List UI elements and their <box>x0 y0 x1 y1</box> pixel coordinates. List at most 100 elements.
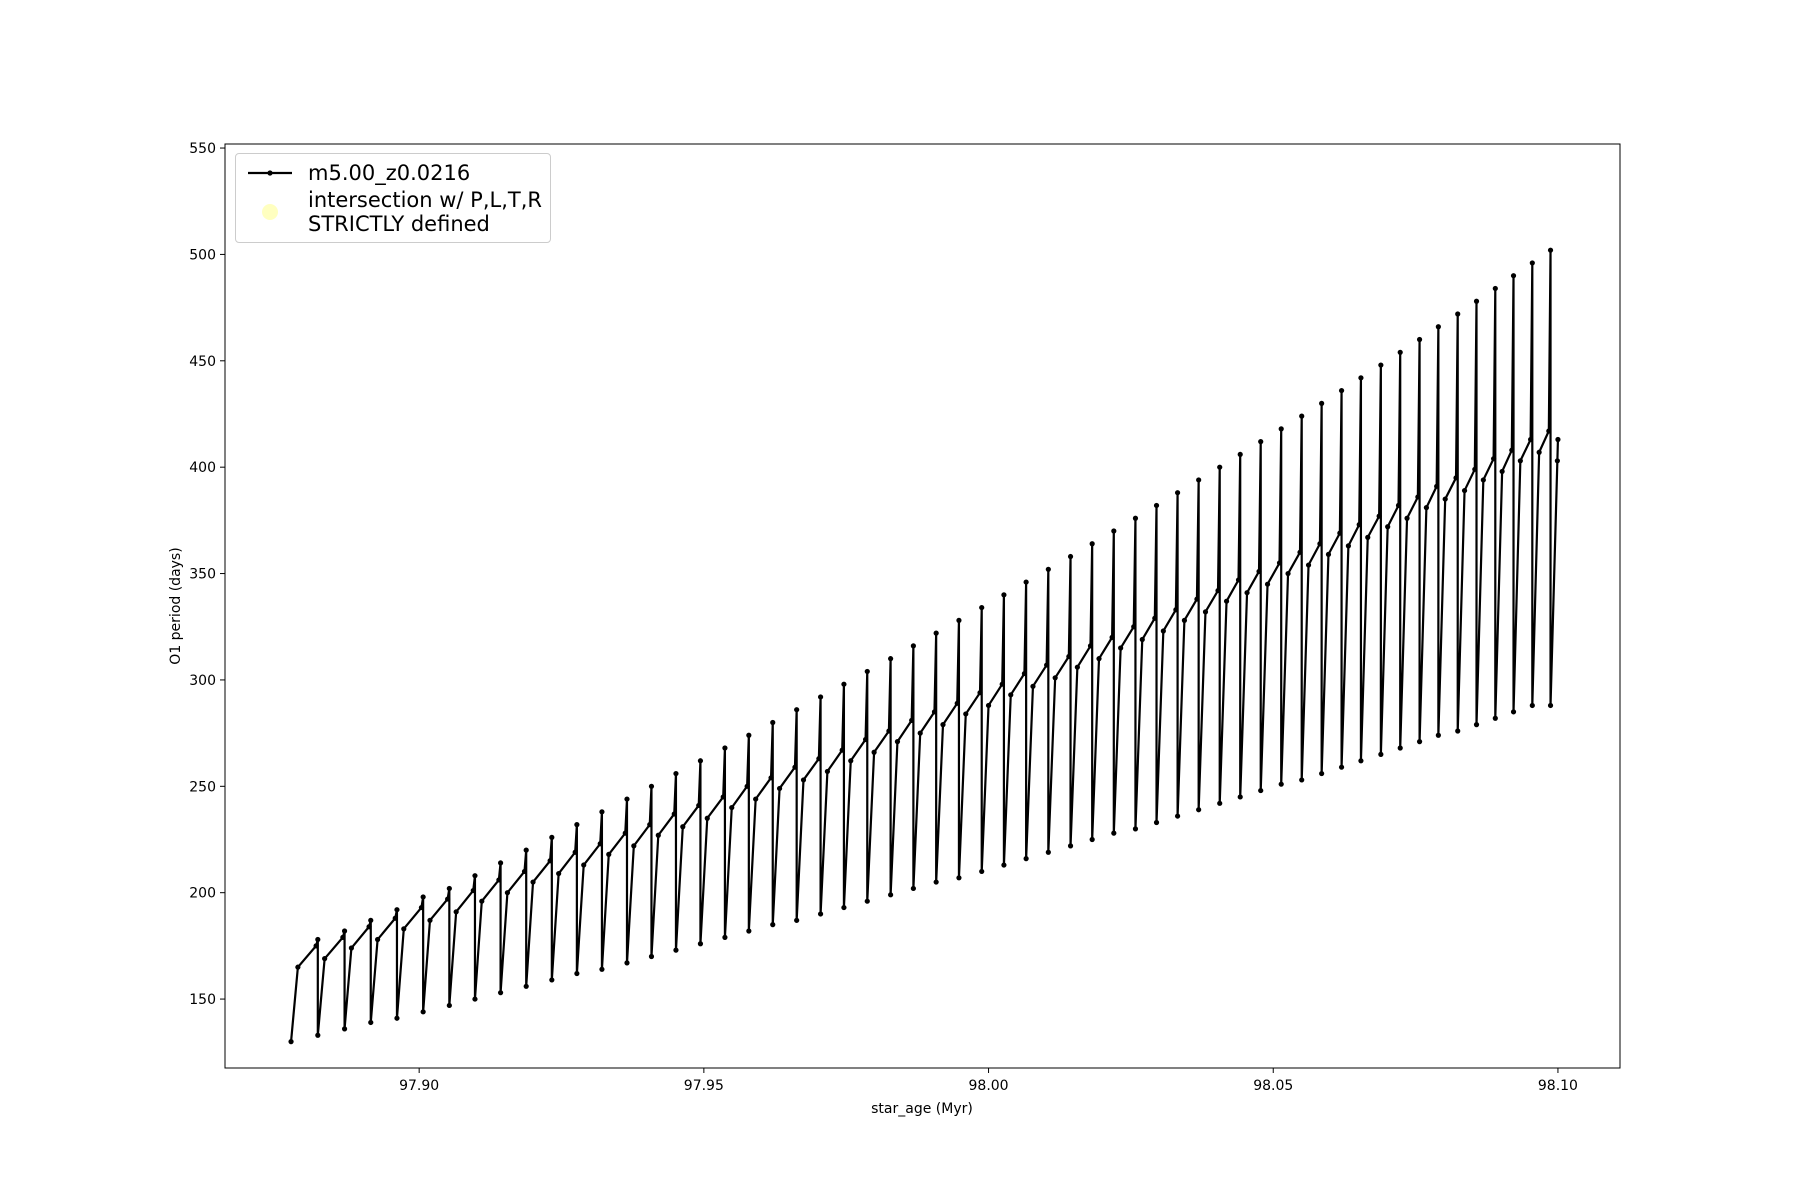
y-tick-label: 300 <box>189 673 216 689</box>
data-point <box>753 796 759 802</box>
x-tick-label: 98.05 <box>1253 1078 1293 1094</box>
data-point <box>1045 566 1051 572</box>
data-point <box>1223 598 1230 604</box>
data-point <box>910 643 916 649</box>
plot-frame <box>224 143 1621 1069</box>
y-tick-label: 250 <box>189 779 216 795</box>
data-point <box>574 822 580 828</box>
data-point <box>1285 570 1291 577</box>
data-point <box>1074 664 1080 670</box>
data-point <box>1278 781 1284 787</box>
data-point <box>985 702 992 709</box>
data-point <box>940 722 946 728</box>
data-point <box>1404 515 1410 521</box>
data-point <box>368 917 374 923</box>
data-point <box>1276 560 1283 566</box>
data-point <box>729 804 735 811</box>
data-point <box>704 815 710 821</box>
data-point <box>1045 849 1051 855</box>
data-point <box>1030 683 1036 689</box>
data-point <box>1202 609 1209 615</box>
x-tick-label: 98.10 <box>1538 1078 1578 1094</box>
data-point <box>1217 464 1223 470</box>
data-point <box>341 928 348 934</box>
y-tick-label: 400 <box>189 460 216 476</box>
data-point <box>1256 568 1262 575</box>
data-point <box>549 977 555 983</box>
y-tick-label: 200 <box>189 886 216 902</box>
data-point <box>446 1002 452 1009</box>
data-point <box>472 996 478 1002</box>
data-point <box>1338 387 1345 394</box>
data-point <box>547 858 553 864</box>
data-point <box>816 756 822 762</box>
data-point <box>1258 787 1264 794</box>
data-point <box>862 736 869 743</box>
data-point <box>521 868 528 875</box>
data-point <box>956 617 962 623</box>
data-point <box>933 630 939 636</box>
data-point <box>647 822 653 828</box>
data-point <box>848 758 854 764</box>
data-point <box>817 911 824 917</box>
data-point <box>1319 400 1325 406</box>
data-point <box>322 956 328 962</box>
data-point <box>933 879 939 885</box>
data-point <box>1365 534 1371 540</box>
data-point <box>597 841 603 847</box>
data-point <box>1480 477 1486 483</box>
data-point <box>817 694 824 700</box>
data-point <box>606 851 612 857</box>
data-point <box>418 904 425 911</box>
data-point <box>770 922 776 928</box>
data-point <box>1278 426 1284 432</box>
data-point <box>1472 466 1478 472</box>
data-point <box>1492 715 1498 721</box>
data-point <box>917 730 923 736</box>
data-point <box>1529 260 1535 266</box>
data-point <box>1118 645 1124 651</box>
y-tick-label: 550 <box>189 141 216 157</box>
data-point <box>1111 830 1117 836</box>
data-point <box>624 960 630 966</box>
data-point <box>909 717 915 723</box>
data-point <box>445 896 451 902</box>
data-point <box>392 915 398 921</box>
data-point <box>886 728 892 734</box>
data-point <box>295 964 301 970</box>
data-point <box>1434 483 1440 489</box>
data-point <box>871 749 877 755</box>
data-point <box>824 768 831 775</box>
data-point <box>599 809 605 815</box>
data-point <box>720 794 726 800</box>
y-tick-label: 450 <box>189 354 216 370</box>
legend-label: intersection w/ P,L,T,R STRICTLY defined <box>308 188 542 236</box>
data-point <box>1237 451 1243 458</box>
data-point <box>841 681 847 687</box>
data-point <box>697 758 704 764</box>
data-point <box>1455 728 1461 734</box>
data-point <box>1109 634 1115 640</box>
data-point <box>1492 285 1498 292</box>
x-tick-label: 98.00 <box>969 1078 1009 1094</box>
data-point <box>1319 770 1325 777</box>
data-point <box>549 834 555 840</box>
data-point <box>624 796 630 802</box>
data-point <box>341 1026 348 1032</box>
data-point <box>1089 541 1095 547</box>
data-point <box>366 924 372 930</box>
data-point <box>1066 653 1072 660</box>
data-point <box>1174 813 1181 819</box>
data-point <box>1096 656 1102 662</box>
y-tick-label: 150 <box>189 992 216 1008</box>
data-point <box>622 830 628 836</box>
data-point <box>1416 336 1423 343</box>
data-point <box>374 936 381 943</box>
data-point <box>1378 362 1384 368</box>
data-point <box>1423 505 1430 511</box>
data-point <box>1358 375 1364 381</box>
data-line <box>289 250 1560 1042</box>
legend-entry: m5.00_z0.0216 <box>244 160 542 186</box>
